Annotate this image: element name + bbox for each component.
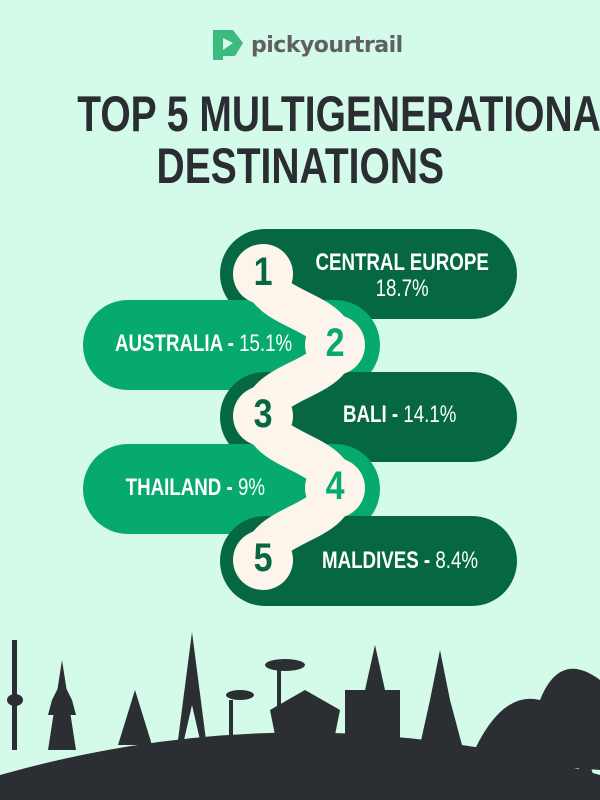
rank-number-3: 3 [253,392,273,436]
rank-circle-4 [305,458,365,518]
rank-circle-3 [233,386,293,446]
destination-name: MALDIVES - [321,547,436,574]
destination-label-3: BALI - 14.1% [295,401,505,429]
hill [0,732,600,800]
destination-name: AUSTRALIA - [114,330,240,357]
destination-value: 14.1% [403,401,457,428]
landmarks-skyline [0,632,600,800]
rank-number-1: 1 [253,250,273,294]
destination-label-4: THAILAND - 9% [90,474,300,502]
title-line-2: DESTINATIONS [156,138,444,194]
destination-name: BALI - [343,401,404,428]
destination-label-5: MALDIVES - 8.4% [295,547,505,575]
page-title: TOP 5 MULTIGENERATIONAL DESTINATIONS [0,88,600,192]
pickyourtrail-logo-icon [213,30,243,60]
destination-name: THAILAND - [125,474,238,501]
brand-name: pickyourtrail [251,32,403,58]
destination-value: 18.7% [375,275,430,302]
rank-number-5: 5 [253,536,273,580]
rank-number-2: 2 [325,321,345,365]
destination-value: 15.1% [239,330,293,357]
rank-circle-2 [305,315,365,375]
rank-number-4: 4 [325,464,345,508]
destination-name: CENTRAL EUROPE [315,249,490,276]
destination-value: 8.4% [435,547,479,574]
destination-label-2: AUSTRALIA - 15.1% [90,330,300,358]
rank-circle-5 [233,530,293,590]
title-line-1: TOP 5 MULTIGENERATIONAL [77,86,600,142]
destination-label-1: CENTRAL EUROPE 18.7% [290,250,515,302]
brand-logo: pickyourtrail [209,28,403,62]
destination-value: 9% [237,474,265,501]
rank-circle-1 [233,244,293,304]
